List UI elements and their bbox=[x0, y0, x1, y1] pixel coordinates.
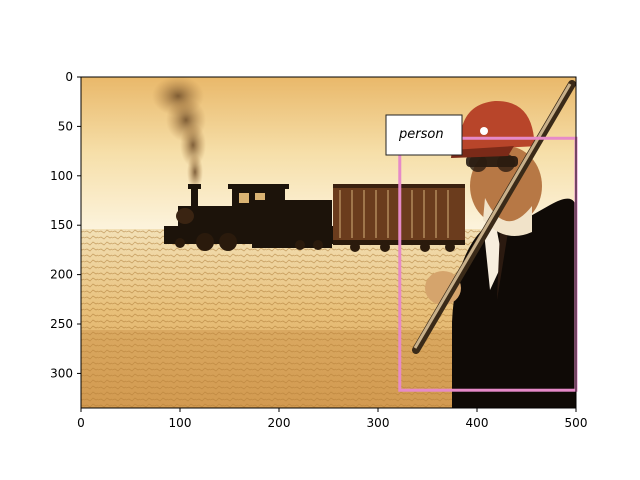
y-tick-label: 250 bbox=[50, 317, 73, 331]
pole bbox=[412, 80, 576, 354]
y-tick-label: 50 bbox=[58, 119, 73, 133]
y-axis: 0 50 100 150 200 250 300 bbox=[50, 70, 81, 380]
x-tick-label: 200 bbox=[268, 416, 291, 430]
smoke-plume bbox=[152, 77, 206, 190]
y-tick-label: 0 bbox=[65, 70, 73, 84]
steam-locomotive bbox=[164, 184, 334, 251]
x-tick-label: 500 bbox=[565, 416, 588, 430]
y-tick-label: 150 bbox=[50, 218, 73, 232]
x-tick-label: 0 bbox=[77, 416, 85, 430]
axes-frame bbox=[80, 76, 577, 409]
y-tick-label: 100 bbox=[50, 169, 73, 183]
x-axis: 0 100 200 300 400 500 bbox=[77, 408, 587, 430]
x-tick-label: 300 bbox=[367, 416, 390, 430]
y-tick-label: 200 bbox=[50, 268, 73, 282]
x-tick-label: 400 bbox=[466, 416, 489, 430]
y-tick-label: 300 bbox=[50, 366, 73, 380]
x-tick-label: 100 bbox=[169, 416, 192, 430]
detection-label-text: person bbox=[398, 127, 444, 142]
detection-label: person bbox=[385, 114, 463, 156]
photo bbox=[81, 77, 576, 408]
man-with-cap bbox=[412, 80, 576, 408]
